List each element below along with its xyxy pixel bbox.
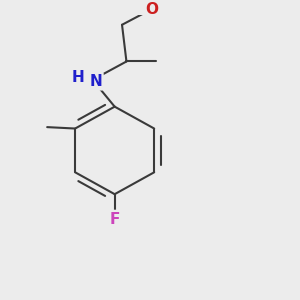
Text: N: N	[89, 74, 102, 89]
Text: H: H	[72, 70, 85, 85]
Text: O: O	[145, 2, 158, 17]
Text: F: F	[110, 212, 120, 226]
